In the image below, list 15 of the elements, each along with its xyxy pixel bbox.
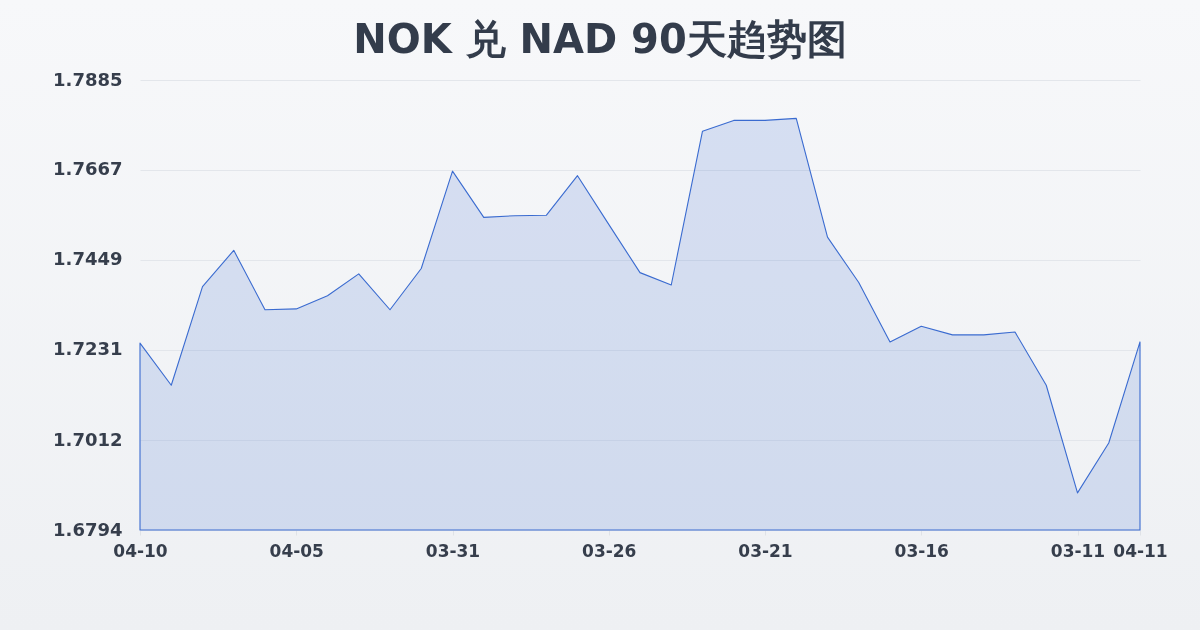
x-tick-label: 03-31 — [425, 540, 481, 561]
y-tick-label: 1.7012 — [53, 428, 123, 450]
y-tick-label: 1.7231 — [53, 338, 123, 360]
y-tick-label: 1.7667 — [53, 158, 123, 180]
chart-title: NOK 兑 NAD 90天趋势图 — [353, 16, 847, 62]
x-tick-label: 04-11 — [1113, 540, 1168, 561]
x-tick-label: 04-05 — [269, 540, 324, 561]
x-tick-label: 03-21 — [738, 540, 793, 561]
x-tick-label: 04-10 — [113, 540, 168, 561]
y-tick-label: 1.7449 — [53, 248, 123, 270]
y-tick-label: 1.6794 — [53, 518, 123, 540]
x-tick-label: 03-16 — [894, 540, 949, 561]
y-tick-label: 1.7885 — [53, 68, 123, 90]
x-tick-label: 03-26 — [582, 540, 637, 561]
x-tick-label: 03-11 — [1050, 540, 1106, 561]
